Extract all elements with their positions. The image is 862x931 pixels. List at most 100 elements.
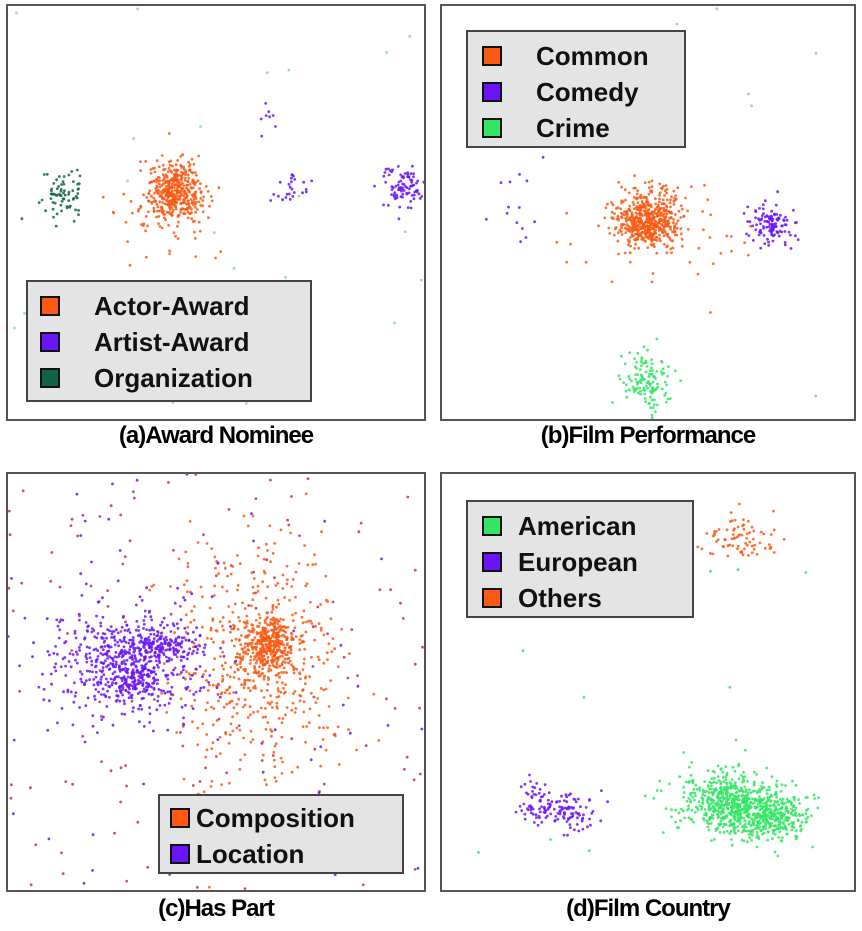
data-point [638, 222, 642, 225]
data-point [652, 375, 656, 378]
data-point [190, 217, 194, 221]
data-point [676, 186, 680, 190]
data-point [412, 175, 415, 179]
data-point [269, 560, 272, 564]
data-point [756, 820, 759, 824]
data-point [189, 198, 193, 201]
data-point [136, 692, 140, 695]
data-point [195, 626, 199, 630]
data-point [283, 690, 287, 694]
data-point [64, 674, 68, 677]
data-point [742, 518, 745, 522]
data-point [589, 823, 592, 827]
data-point [286, 625, 290, 629]
data-point [712, 777, 716, 780]
data-point [627, 216, 631, 220]
data-point [772, 812, 776, 816]
data-point [268, 664, 272, 667]
data-point [44, 209, 47, 213]
data-point [120, 649, 123, 653]
data-point [286, 650, 290, 654]
data-point [204, 185, 208, 188]
data-point [222, 705, 226, 709]
data-point [647, 373, 651, 376]
data-point [101, 653, 105, 657]
data-point [733, 813, 736, 817]
data-point [733, 769, 737, 773]
data-point [733, 802, 737, 805]
data-point [145, 681, 148, 685]
data-point [756, 806, 759, 809]
data-point [705, 790, 709, 793]
noise-point [413, 662, 417, 666]
data-point [110, 683, 114, 687]
data-point [266, 623, 269, 626]
data-point [184, 703, 187, 707]
data-point [672, 203, 676, 206]
data-point [621, 200, 625, 204]
data-point [531, 807, 535, 811]
data-point [139, 672, 143, 676]
data-point [147, 668, 151, 672]
data-point [634, 220, 637, 223]
data-point [665, 191, 668, 195]
data-point [401, 187, 404, 191]
data-point [772, 528, 776, 532]
data-point [751, 224, 755, 228]
data-point [125, 623, 129, 627]
data-point [163, 703, 167, 707]
panel-has-part: Composition Location [6, 472, 426, 892]
data-point [590, 812, 594, 815]
data-point [654, 388, 657, 391]
data-point [201, 625, 204, 629]
data-point [302, 710, 306, 714]
data-point [268, 637, 272, 641]
data-point [261, 740, 265, 744]
data-point [182, 167, 186, 171]
data-point [183, 178, 187, 182]
data-point [265, 542, 268, 546]
data-point [692, 820, 695, 824]
data-point [186, 632, 190, 636]
noise-point [75, 492, 79, 496]
data-point [748, 788, 751, 792]
data-point [770, 775, 774, 779]
data-point [61, 197, 65, 201]
data-point [519, 240, 522, 244]
data-point [665, 188, 669, 191]
data-point [765, 819, 769, 823]
data-point [390, 193, 393, 197]
noise-point [582, 696, 586, 699]
data-point [717, 806, 721, 810]
data-point [418, 197, 422, 200]
data-point [780, 783, 784, 787]
data-point [198, 689, 202, 693]
data-point [88, 646, 91, 650]
noise-point [378, 588, 382, 592]
data-point [186, 562, 190, 565]
data-point [304, 190, 308, 194]
data-point [628, 377, 632, 381]
data-point [422, 180, 424, 184]
data-point [563, 811, 566, 814]
data-point [46, 728, 50, 732]
data-point [261, 626, 265, 630]
data-point [762, 818, 766, 822]
data-point [313, 638, 317, 642]
data-point [290, 585, 294, 588]
data-point [401, 182, 405, 186]
data-point [336, 725, 340, 729]
data-point [744, 788, 748, 792]
data-point [271, 618, 275, 622]
data-point [417, 192, 421, 196]
data-point [169, 692, 173, 696]
data-point [192, 203, 195, 207]
data-point [638, 205, 642, 209]
data-point [565, 800, 569, 804]
data-point [507, 205, 510, 209]
data-point [789, 803, 793, 807]
data-point [251, 623, 255, 627]
data-point [411, 164, 414, 168]
data-point [102, 673, 106, 676]
data-point [115, 662, 118, 666]
